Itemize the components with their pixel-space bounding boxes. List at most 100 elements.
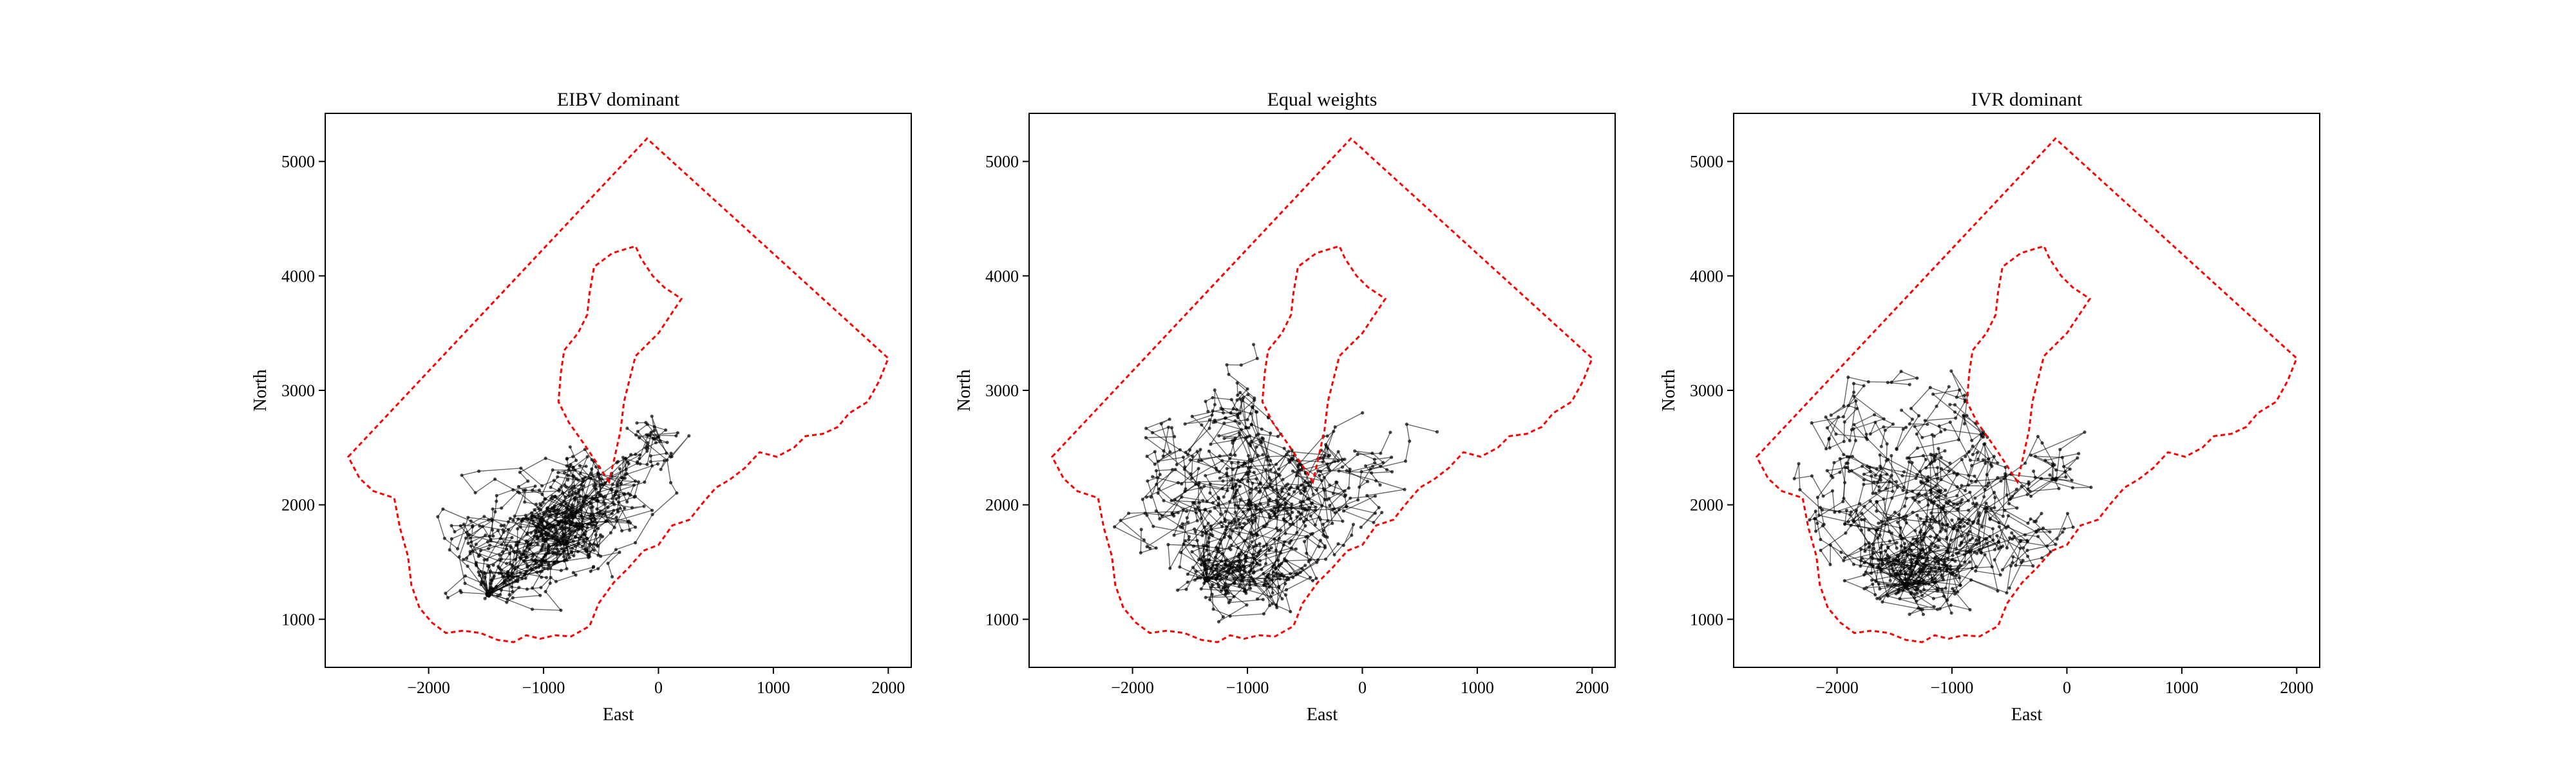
trajectory-point: [1974, 569, 1978, 573]
trajectory-point: [1243, 557, 1247, 561]
trajectory-point: [1867, 545, 1871, 549]
trajectory-point: [1958, 388, 1962, 392]
trajectory-point: [1902, 470, 1906, 474]
trajectory-point: [1331, 521, 1334, 526]
trajectory-point: [589, 513, 594, 517]
trajectory-point: [638, 453, 642, 457]
trajectory-point: [502, 524, 506, 528]
trajectory-point: [513, 514, 516, 518]
trajectory-point: [1225, 472, 1229, 475]
trajectory-point: [1274, 566, 1278, 570]
trajectory-point: [650, 414, 654, 418]
x-tick-label: 1000: [2165, 678, 2199, 697]
trajectory-point: [1885, 442, 1889, 446]
trajectory-point: [1276, 529, 1280, 533]
trajectory-point: [1363, 464, 1368, 468]
trajectory-point: [537, 488, 542, 492]
trajectory-point: [1327, 497, 1331, 501]
trajectory-point: [1905, 490, 1909, 494]
trajectory-point: [573, 535, 578, 539]
trajectory-point: [544, 558, 547, 562]
trajectory-point: [491, 534, 495, 538]
trajectory-point: [1204, 595, 1208, 600]
trajectory-point: [575, 524, 579, 528]
trajectory-point: [1145, 454, 1149, 459]
trajectory-point: [1255, 356, 1259, 361]
trajectory-point: [1285, 482, 1290, 486]
trajectory-point: [1166, 542, 1170, 547]
trajectory-point: [576, 541, 580, 545]
trajectory-point: [2051, 462, 2055, 466]
trajectory-point: [1909, 557, 1913, 561]
trajectory-point: [1962, 422, 1966, 426]
trajectory-point: [1960, 540, 1964, 544]
trajectory-point: [1990, 464, 1994, 468]
trajectory-point: [1299, 504, 1303, 508]
trajectory-point: [636, 460, 639, 464]
trajectory-point: [536, 542, 540, 546]
trajectory-point: [1261, 453, 1265, 457]
trajectory-point: [1227, 546, 1231, 549]
trajectory-point: [544, 576, 549, 580]
trajectory-point: [505, 600, 509, 604]
trajectory-point: [1828, 446, 1832, 450]
trajectory-point: [1218, 512, 1223, 517]
trajectory-point: [498, 558, 502, 562]
y-axis-label: North: [251, 369, 270, 411]
trajectory-point: [1971, 453, 1975, 457]
trajectory-point: [549, 497, 553, 501]
trajectory-point: [1299, 491, 1303, 495]
trajectory-point: [1824, 447, 1828, 451]
trajectory-point: [670, 455, 674, 459]
trajectory-point: [1213, 506, 1217, 510]
trajectory-point: [1832, 461, 1836, 464]
trajectory-point: [564, 502, 568, 506]
trajectory-point: [1918, 530, 1922, 535]
trajectory-point: [1868, 432, 1872, 436]
trajectory-point: [488, 569, 492, 573]
y-tick-label: 3000: [281, 381, 315, 400]
trajectory-point: [650, 464, 654, 468]
trajectory-point: [598, 493, 601, 497]
trajectory-point: [1970, 566, 1974, 571]
trajectory-point: [1797, 462, 1801, 466]
trajectory-point: [1295, 515, 1299, 519]
trajectory-point: [1889, 453, 1893, 458]
trajectory-point: [2018, 546, 2022, 550]
trajectory-point: [1946, 557, 1950, 560]
trajectory-point: [2071, 525, 2075, 530]
trajectory-point: [665, 452, 668, 455]
trajectory-point: [1227, 568, 1231, 571]
trajectory-point: [536, 522, 540, 526]
trajectory-point: [569, 463, 573, 466]
trajectory-point: [1217, 497, 1221, 501]
trajectory-point: [1240, 579, 1244, 583]
trajectory-point: [1195, 519, 1199, 522]
trajectory-point: [511, 596, 515, 600]
trajectory-point: [537, 506, 541, 511]
trajectory-point: [601, 500, 605, 504]
trajectory-point: [1228, 500, 1232, 504]
trajectory-point: [594, 533, 598, 537]
trajectory-point: [1996, 589, 2000, 593]
trajectory-point: [1235, 526, 1238, 530]
trajectory-point: [1988, 535, 1992, 539]
trajectory-point: [1939, 430, 1943, 434]
trajectory-point: [625, 460, 630, 464]
trajectory-point: [565, 567, 569, 571]
trajectory-point: [1171, 468, 1175, 472]
trajectory-point: [1252, 470, 1256, 475]
trajectory-point: [1960, 484, 1964, 488]
trajectory-point: [574, 459, 578, 463]
trajectory-point: [518, 571, 522, 575]
trajectory-point: [590, 524, 594, 528]
trajectory-point: [1951, 557, 1955, 562]
trajectory-point: [1932, 459, 1937, 463]
trajectory-point: [557, 539, 561, 542]
trajectory-point: [1878, 453, 1882, 457]
trajectory-point: [1901, 427, 1905, 431]
trajectory-point: [1277, 467, 1281, 471]
trajectory-point: [1222, 495, 1226, 499]
trajectory-point: [534, 566, 538, 569]
